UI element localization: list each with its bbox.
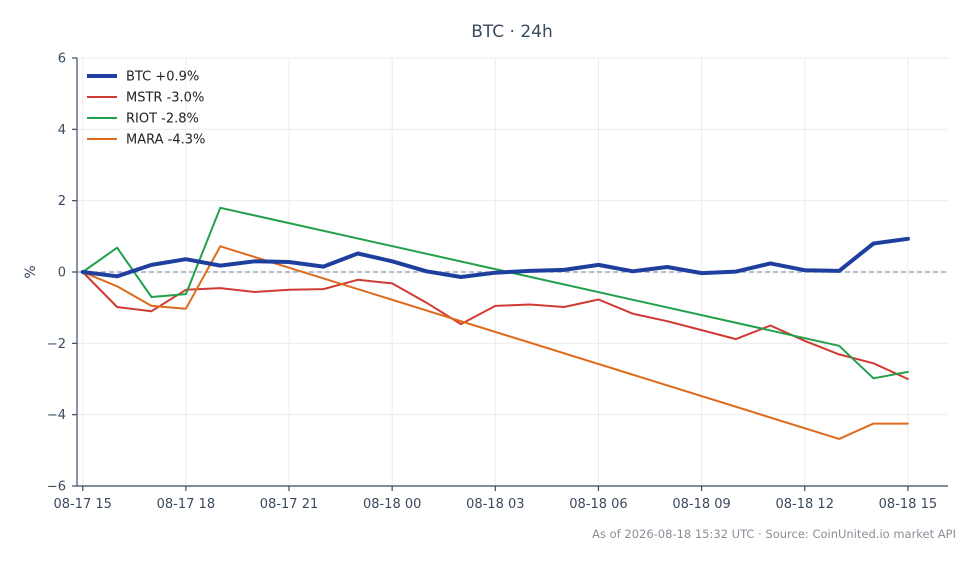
chart-title: BTC · 24h (471, 22, 553, 42)
legend-label-mara: MARA -4.3% (126, 133, 205, 148)
x-tick-label: 08-17 18 (157, 497, 215, 512)
x-tick-label: 08-17 15 (54, 497, 112, 512)
x-tick-label: 08-18 12 (776, 497, 834, 512)
y-tick-label: −6 (47, 480, 66, 495)
series-line-riot (81, 206, 909, 380)
series-line-mstr (81, 271, 909, 380)
legend-label-riot: RIOT -2.8% (126, 112, 199, 127)
x-tick-label: 08-18 06 (569, 497, 627, 512)
x-tick-label: 08-18 03 (466, 497, 524, 512)
y-tick-label: 4 (58, 123, 66, 138)
x-tick-label: 08-18 09 (672, 497, 730, 512)
series-lines (80, 206, 910, 440)
source-footer: As of 2026-08-18 15:32 UTC · Source: Coi… (592, 527, 956, 541)
legend-label-mstr: MSTR -3.0% (126, 91, 204, 106)
x-tick-label: 08-17 21 (260, 497, 318, 512)
x-tick-label: 08-18 15 (879, 497, 937, 512)
y-tick-label: −4 (47, 408, 66, 423)
y-tick-label: 2 (58, 194, 66, 209)
series-line-btc (80, 236, 910, 279)
y-tick-label: 0 (58, 266, 66, 281)
y-tick-label: −2 (47, 337, 66, 352)
legend-label-btc: BTC +0.9% (126, 70, 199, 85)
axes: −6 −4 −2 0 2 4 6 08-17 15 08-17 18 08-17 21 08-18 … (47, 52, 948, 512)
y-tick-label: 6 (58, 52, 66, 67)
series-line-mara (81, 245, 909, 440)
legend: BTC +0.9% MSTR -3.0% RIOT -2.8% MARA -4.3% (87, 70, 205, 148)
x-tick-label: 08-18 00 (363, 497, 421, 512)
y-axis-label: % (23, 265, 39, 278)
